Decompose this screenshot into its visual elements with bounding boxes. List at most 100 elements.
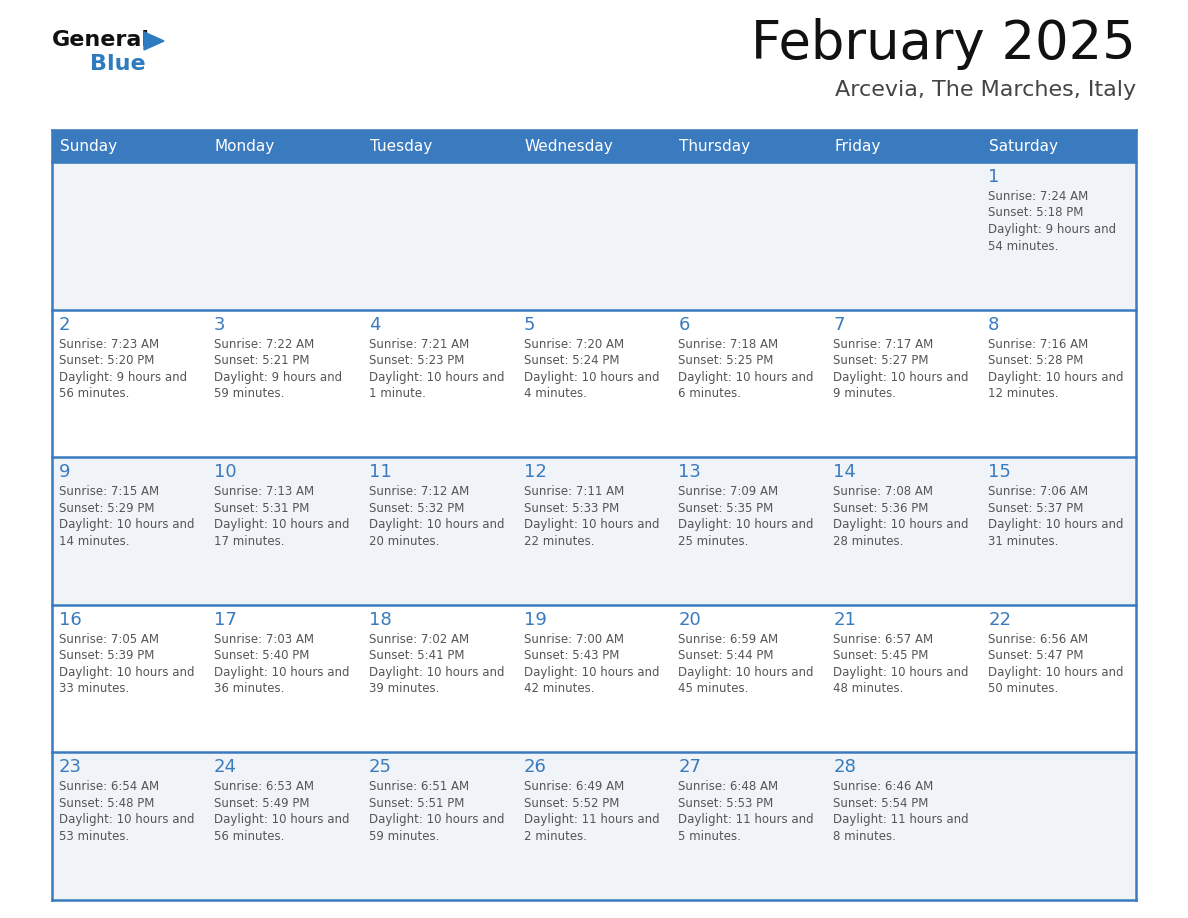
Text: Sunrise: 6:51 AM: Sunrise: 6:51 AM bbox=[368, 780, 469, 793]
Text: 45 minutes.: 45 minutes. bbox=[678, 682, 748, 695]
Text: Sunset: 5:51 PM: Sunset: 5:51 PM bbox=[368, 797, 465, 810]
Text: Daylight: 10 hours and: Daylight: 10 hours and bbox=[214, 813, 349, 826]
Text: Sunset: 5:40 PM: Sunset: 5:40 PM bbox=[214, 649, 309, 662]
Text: Sunset: 5:54 PM: Sunset: 5:54 PM bbox=[833, 797, 929, 810]
Text: 28: 28 bbox=[833, 758, 857, 777]
Text: Sunrise: 7:20 AM: Sunrise: 7:20 AM bbox=[524, 338, 624, 351]
Text: Sunset: 5:33 PM: Sunset: 5:33 PM bbox=[524, 502, 619, 515]
Text: Sunset: 5:24 PM: Sunset: 5:24 PM bbox=[524, 354, 619, 367]
Text: Sunset: 5:47 PM: Sunset: 5:47 PM bbox=[988, 649, 1083, 662]
Text: Sunrise: 7:06 AM: Sunrise: 7:06 AM bbox=[988, 486, 1088, 498]
Text: Daylight: 9 hours and: Daylight: 9 hours and bbox=[59, 371, 188, 384]
Text: 1 minute.: 1 minute. bbox=[368, 387, 425, 400]
Text: Sunset: 5:23 PM: Sunset: 5:23 PM bbox=[368, 354, 465, 367]
Text: Daylight: 10 hours and: Daylight: 10 hours and bbox=[524, 518, 659, 532]
Text: Sunset: 5:20 PM: Sunset: 5:20 PM bbox=[59, 354, 154, 367]
Text: 21: 21 bbox=[833, 610, 857, 629]
Text: Sunrise: 7:05 AM: Sunrise: 7:05 AM bbox=[59, 633, 159, 645]
Text: 20: 20 bbox=[678, 610, 701, 629]
Text: Sunset: 5:35 PM: Sunset: 5:35 PM bbox=[678, 502, 773, 515]
Text: Sunset: 5:36 PM: Sunset: 5:36 PM bbox=[833, 502, 929, 515]
Text: 36 minutes.: 36 minutes. bbox=[214, 682, 284, 695]
Text: 12 minutes.: 12 minutes. bbox=[988, 387, 1059, 400]
Text: Daylight: 10 hours and: Daylight: 10 hours and bbox=[59, 813, 195, 826]
Text: Sunset: 5:43 PM: Sunset: 5:43 PM bbox=[524, 649, 619, 662]
Text: Sunrise: 7:24 AM: Sunrise: 7:24 AM bbox=[988, 190, 1088, 203]
Text: Daylight: 11 hours and: Daylight: 11 hours and bbox=[833, 813, 969, 826]
Text: 15: 15 bbox=[988, 464, 1011, 481]
Text: February 2025: February 2025 bbox=[751, 18, 1136, 70]
Text: 22 minutes.: 22 minutes. bbox=[524, 534, 594, 548]
Text: 4: 4 bbox=[368, 316, 380, 333]
Text: 3: 3 bbox=[214, 316, 226, 333]
Text: 4 minutes.: 4 minutes. bbox=[524, 387, 587, 400]
Text: Sunset: 5:37 PM: Sunset: 5:37 PM bbox=[988, 502, 1083, 515]
Text: Monday: Monday bbox=[215, 139, 276, 153]
Text: 39 minutes.: 39 minutes. bbox=[368, 682, 440, 695]
Text: Daylight: 10 hours and: Daylight: 10 hours and bbox=[988, 666, 1124, 678]
Text: Tuesday: Tuesday bbox=[369, 139, 432, 153]
Text: Wednesday: Wednesday bbox=[525, 139, 613, 153]
Text: Sunrise: 7:11 AM: Sunrise: 7:11 AM bbox=[524, 486, 624, 498]
Text: 59 minutes.: 59 minutes. bbox=[368, 830, 440, 843]
Text: 13: 13 bbox=[678, 464, 701, 481]
Text: Sunrise: 7:00 AM: Sunrise: 7:00 AM bbox=[524, 633, 624, 645]
Text: Sunrise: 7:09 AM: Sunrise: 7:09 AM bbox=[678, 486, 778, 498]
Text: Sunset: 5:41 PM: Sunset: 5:41 PM bbox=[368, 649, 465, 662]
Text: Sunday: Sunday bbox=[61, 139, 118, 153]
Text: Sunset: 5:21 PM: Sunset: 5:21 PM bbox=[214, 354, 309, 367]
Bar bbox=[52, 309, 1136, 457]
Text: Sunrise: 7:21 AM: Sunrise: 7:21 AM bbox=[368, 338, 469, 351]
Text: Sunrise: 7:18 AM: Sunrise: 7:18 AM bbox=[678, 338, 778, 351]
Text: 42 minutes.: 42 minutes. bbox=[524, 682, 594, 695]
Text: Sunrise: 7:02 AM: Sunrise: 7:02 AM bbox=[368, 633, 469, 645]
Text: Daylight: 10 hours and: Daylight: 10 hours and bbox=[678, 371, 814, 384]
Text: 8: 8 bbox=[988, 316, 999, 333]
Text: 53 minutes.: 53 minutes. bbox=[59, 830, 129, 843]
Text: Daylight: 10 hours and: Daylight: 10 hours and bbox=[833, 371, 968, 384]
Bar bbox=[52, 130, 1136, 162]
Text: 6: 6 bbox=[678, 316, 690, 333]
Text: Sunrise: 7:16 AM: Sunrise: 7:16 AM bbox=[988, 338, 1088, 351]
Text: Sunset: 5:27 PM: Sunset: 5:27 PM bbox=[833, 354, 929, 367]
Text: 1: 1 bbox=[988, 168, 999, 186]
Text: 9 minutes.: 9 minutes. bbox=[833, 387, 896, 400]
Text: Arcevia, The Marches, Italy: Arcevia, The Marches, Italy bbox=[835, 80, 1136, 100]
Text: Sunset: 5:32 PM: Sunset: 5:32 PM bbox=[368, 502, 465, 515]
Bar bbox=[52, 753, 1136, 900]
Text: Daylight: 11 hours and: Daylight: 11 hours and bbox=[678, 813, 814, 826]
Polygon shape bbox=[144, 32, 164, 50]
Text: 25: 25 bbox=[368, 758, 392, 777]
Text: Sunrise: 6:49 AM: Sunrise: 6:49 AM bbox=[524, 780, 624, 793]
Text: 19: 19 bbox=[524, 610, 546, 629]
Text: 14: 14 bbox=[833, 464, 857, 481]
Text: Sunset: 5:31 PM: Sunset: 5:31 PM bbox=[214, 502, 309, 515]
Text: 31 minutes.: 31 minutes. bbox=[988, 534, 1059, 548]
Text: Daylight: 10 hours and: Daylight: 10 hours and bbox=[368, 518, 504, 532]
Text: Daylight: 10 hours and: Daylight: 10 hours and bbox=[214, 518, 349, 532]
Text: Thursday: Thursday bbox=[680, 139, 751, 153]
Text: Daylight: 10 hours and: Daylight: 10 hours and bbox=[988, 518, 1124, 532]
Text: Sunrise: 7:17 AM: Sunrise: 7:17 AM bbox=[833, 338, 934, 351]
Text: Daylight: 10 hours and: Daylight: 10 hours and bbox=[368, 666, 504, 678]
Text: 56 minutes.: 56 minutes. bbox=[214, 830, 284, 843]
Text: Sunrise: 6:46 AM: Sunrise: 6:46 AM bbox=[833, 780, 934, 793]
Text: Sunset: 5:28 PM: Sunset: 5:28 PM bbox=[988, 354, 1083, 367]
Text: Daylight: 10 hours and: Daylight: 10 hours and bbox=[833, 518, 968, 532]
Text: 2: 2 bbox=[59, 316, 70, 333]
Text: 9: 9 bbox=[59, 464, 70, 481]
Text: 59 minutes.: 59 minutes. bbox=[214, 387, 284, 400]
Text: 26: 26 bbox=[524, 758, 546, 777]
Text: 25 minutes.: 25 minutes. bbox=[678, 534, 748, 548]
Text: Sunset: 5:39 PM: Sunset: 5:39 PM bbox=[59, 649, 154, 662]
Text: Daylight: 10 hours and: Daylight: 10 hours and bbox=[214, 666, 349, 678]
Text: 5: 5 bbox=[524, 316, 535, 333]
Text: 8 minutes.: 8 minutes. bbox=[833, 830, 896, 843]
Text: 23: 23 bbox=[59, 758, 82, 777]
Text: Daylight: 10 hours and: Daylight: 10 hours and bbox=[988, 371, 1124, 384]
Text: 20 minutes.: 20 minutes. bbox=[368, 534, 440, 548]
Text: 28 minutes.: 28 minutes. bbox=[833, 534, 904, 548]
Text: Saturday: Saturday bbox=[990, 139, 1059, 153]
Text: Sunset: 5:49 PM: Sunset: 5:49 PM bbox=[214, 797, 309, 810]
Text: Daylight: 10 hours and: Daylight: 10 hours and bbox=[59, 666, 195, 678]
